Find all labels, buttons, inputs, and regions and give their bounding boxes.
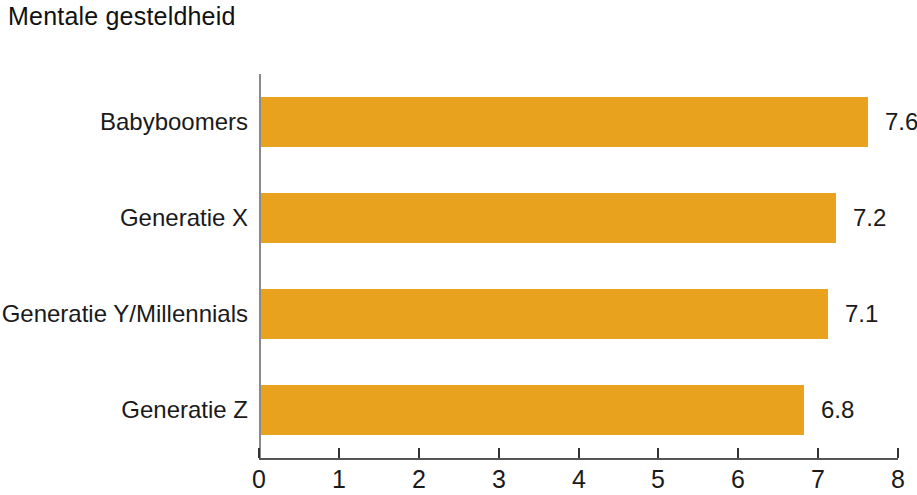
x-axis-tick xyxy=(737,448,739,458)
bar-chart: Mentale gesteldheid Babyboomers 7.6 Genera… xyxy=(0,0,917,495)
category-label: Generatie Z xyxy=(0,396,248,424)
value-label: 7.2 xyxy=(853,204,886,232)
x-axis-tick-label: 6 xyxy=(731,465,745,493)
value-label: 6.8 xyxy=(821,396,854,424)
x-axis-tick-label: 2 xyxy=(412,465,426,493)
chart-title: Mentale gesteldheid xyxy=(8,0,236,32)
x-axis-tick xyxy=(338,448,340,458)
x-axis-tick-label: 4 xyxy=(572,465,586,493)
x-axis-tick xyxy=(498,448,500,458)
x-axis-tick xyxy=(817,448,819,458)
x-axis-tick xyxy=(657,448,659,458)
x-axis-tick xyxy=(418,448,420,458)
x-axis-tick xyxy=(258,448,260,458)
bar xyxy=(261,289,828,339)
x-axis-tick xyxy=(897,448,899,458)
x-axis-tick xyxy=(578,448,580,458)
bar xyxy=(261,97,868,147)
x-axis-tick-label: 7 xyxy=(811,465,825,493)
category-label: Babyboomers xyxy=(0,108,248,136)
category-label: Generatie X xyxy=(0,204,248,232)
value-label: 7.6 xyxy=(885,108,917,136)
x-axis-tick-label: 8 xyxy=(891,465,905,493)
x-axis-tick-label: 3 xyxy=(492,465,506,493)
x-axis-tick-label: 0 xyxy=(252,465,266,493)
x-axis-tick-label: 5 xyxy=(651,465,665,493)
value-label: 7.1 xyxy=(845,300,878,328)
bar xyxy=(261,193,836,243)
category-label: Generatie Y/Millennials xyxy=(0,300,248,328)
x-axis-line xyxy=(259,458,898,460)
bar xyxy=(261,385,804,435)
x-axis-tick-label: 1 xyxy=(332,465,346,493)
